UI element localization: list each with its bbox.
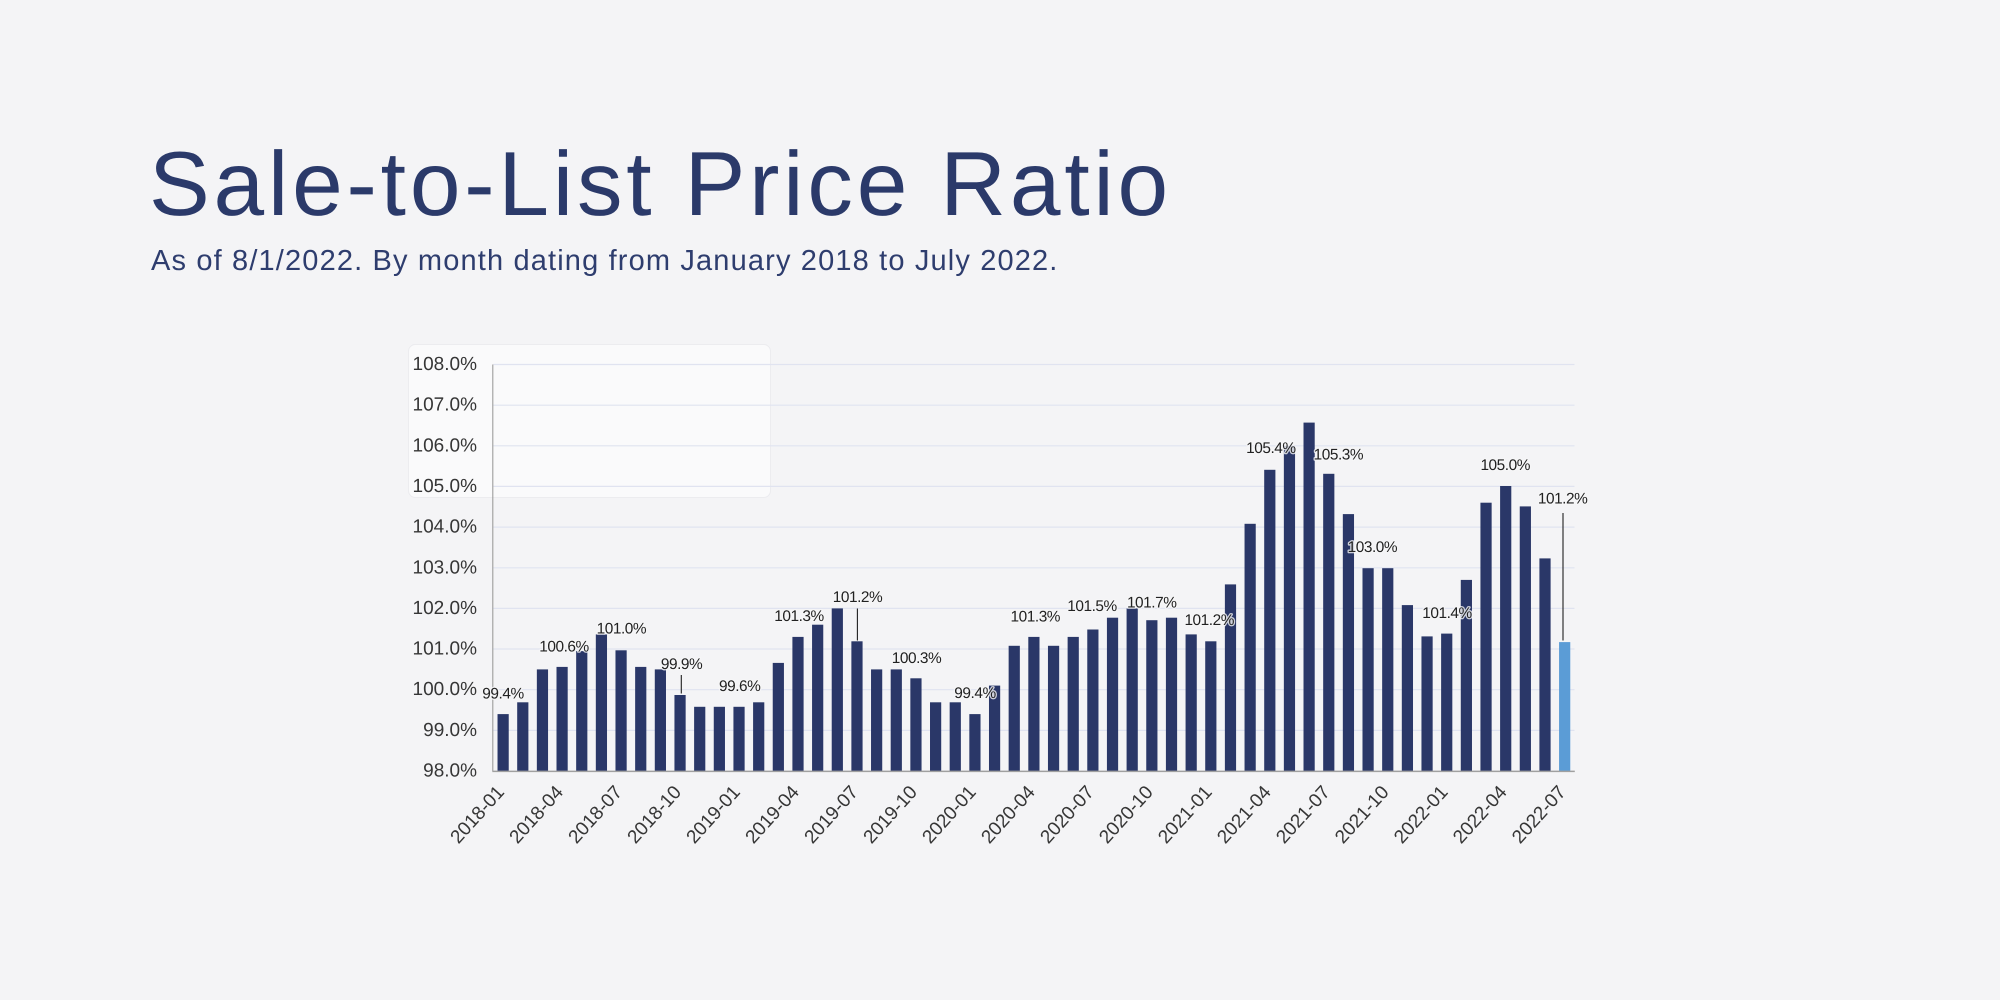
svg-text:99.9%: 99.9%	[661, 656, 703, 673]
svg-text:99.6%: 99.6%	[719, 678, 761, 695]
svg-text:2020-01: 2020-01	[918, 782, 980, 848]
svg-text:2018-07: 2018-07	[565, 782, 627, 848]
svg-text:99.4%: 99.4%	[954, 685, 996, 702]
svg-text:98.0%: 98.0%	[423, 761, 477, 782]
svg-text:99.9%: 99.9%	[661, 656, 703, 673]
svg-text:105.0%: 105.0%	[1480, 457, 1530, 474]
svg-text:100.6%: 100.6%	[539, 639, 589, 656]
svg-text:2022-01: 2022-01	[1390, 782, 1452, 848]
svg-text:101.4%: 101.4%	[1422, 605, 1472, 622]
svg-text:99.6%: 99.6%	[719, 678, 761, 695]
svg-text:102.0%: 102.0%	[413, 598, 478, 619]
svg-text:2018-01: 2018-01	[447, 782, 509, 848]
svg-text:99.4%: 99.4%	[954, 685, 996, 702]
svg-text:2020-04: 2020-04	[977, 782, 1040, 848]
svg-text:101.3%: 101.3%	[774, 608, 824, 625]
svg-text:2020-10: 2020-10	[1095, 782, 1157, 848]
svg-text:2018-04: 2018-04	[506, 782, 569, 848]
svg-text:2021-01: 2021-01	[1154, 782, 1216, 848]
svg-text:101.2%: 101.2%	[1538, 490, 1588, 507]
svg-text:101.4%: 101.4%	[1422, 605, 1472, 622]
svg-text:101.7%: 101.7%	[1127, 595, 1177, 612]
svg-text:2019-01: 2019-01	[683, 782, 745, 848]
svg-text:104.0%: 104.0%	[413, 517, 478, 538]
svg-text:103.0%: 103.0%	[1348, 539, 1398, 556]
svg-text:105.3%: 105.3%	[1314, 447, 1364, 464]
svg-text:2019-10: 2019-10	[860, 782, 922, 848]
svg-text:100.6%: 100.6%	[539, 639, 589, 656]
svg-text:100.3%: 100.3%	[892, 650, 942, 667]
svg-text:101.2%: 101.2%	[1184, 612, 1234, 629]
svg-text:2019-07: 2019-07	[801, 782, 863, 848]
svg-text:2022-07: 2022-07	[1508, 782, 1570, 848]
svg-text:2021-07: 2021-07	[1272, 782, 1334, 848]
svg-text:101.2%: 101.2%	[1184, 612, 1234, 629]
svg-text:105.4%: 105.4%	[1246, 440, 1296, 457]
svg-text:108.0%: 108.0%	[413, 354, 478, 375]
svg-text:101.0%: 101.0%	[597, 621, 647, 638]
svg-text:105.4%: 105.4%	[1246, 440, 1296, 457]
svg-text:99.4%: 99.4%	[482, 686, 524, 703]
svg-text:101.5%: 101.5%	[1067, 598, 1117, 615]
svg-text:101.2%: 101.2%	[833, 589, 883, 606]
svg-text:2020-07: 2020-07	[1036, 782, 1098, 848]
svg-text:101.2%: 101.2%	[1538, 490, 1588, 507]
svg-text:105.0%: 105.0%	[413, 476, 478, 497]
svg-text:2018-10: 2018-10	[624, 782, 686, 848]
svg-text:100.0%: 100.0%	[413, 679, 478, 700]
svg-text:101.0%: 101.0%	[597, 621, 647, 638]
svg-text:2021-10: 2021-10	[1331, 782, 1393, 848]
svg-text:2021-04: 2021-04	[1213, 782, 1276, 848]
svg-text:105.3%: 105.3%	[1314, 447, 1364, 464]
svg-text:103.0%: 103.0%	[1348, 539, 1398, 556]
svg-text:105.0%: 105.0%	[1480, 457, 1530, 474]
svg-text:103.0%: 103.0%	[413, 557, 478, 578]
svg-text:101.3%: 101.3%	[1011, 608, 1061, 625]
svg-text:99.4%: 99.4%	[482, 686, 524, 703]
svg-text:101.3%: 101.3%	[1011, 608, 1061, 625]
svg-text:101.0%: 101.0%	[413, 639, 478, 660]
svg-text:101.7%: 101.7%	[1127, 595, 1177, 612]
svg-text:101.2%: 101.2%	[833, 589, 883, 606]
svg-text:106.0%: 106.0%	[413, 435, 478, 456]
svg-text:101.3%: 101.3%	[774, 608, 824, 625]
svg-text:107.0%: 107.0%	[413, 395, 478, 416]
svg-text:100.3%: 100.3%	[892, 650, 942, 667]
svg-text:99.0%: 99.0%	[423, 720, 477, 741]
svg-text:101.5%: 101.5%	[1067, 598, 1117, 615]
svg-text:2019-04: 2019-04	[742, 782, 805, 848]
svg-text:2022-04: 2022-04	[1449, 782, 1512, 848]
